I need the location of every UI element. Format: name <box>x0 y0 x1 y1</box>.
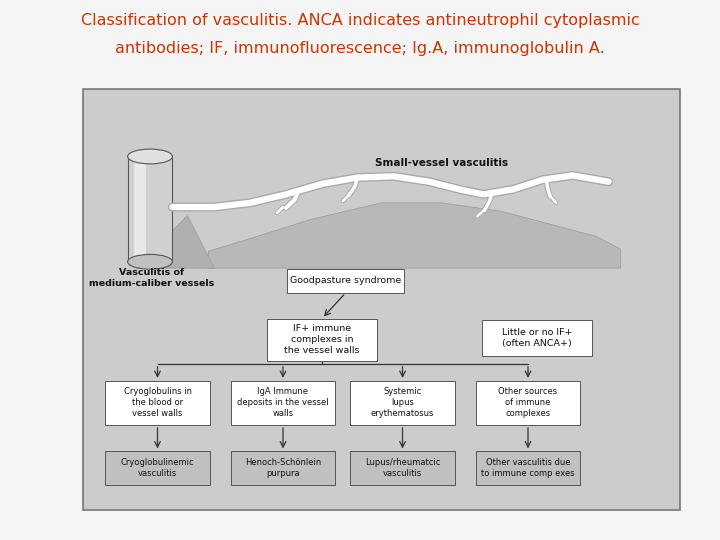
Text: Other vasculitis due
to immune comp exes: Other vasculitis due to immune comp exes <box>481 458 575 478</box>
Bar <box>350 451 455 485</box>
Text: Cryoglobulins in
the blood or
vessel walls: Cryoglobulins in the blood or vessel wal… <box>124 387 192 419</box>
Ellipse shape <box>127 254 172 269</box>
Bar <box>83 89 680 510</box>
Bar <box>135 157 145 262</box>
Bar <box>105 451 210 485</box>
Text: IgA Immune
deposits in the vessel
walls: IgA Immune deposits in the vessel walls <box>237 387 329 419</box>
Bar <box>476 451 580 485</box>
Text: Goodpasture syndrome: Goodpasture syndrome <box>290 276 401 285</box>
Bar <box>287 269 404 293</box>
Text: Lupus/rheumatcic
vasculitis: Lupus/rheumatcic vasculitis <box>365 458 440 478</box>
Bar <box>482 320 593 355</box>
Bar <box>230 451 336 485</box>
Text: Little or no IF+
(often ANCA+): Little or no IF+ (often ANCA+) <box>502 328 572 348</box>
Bar <box>127 157 173 262</box>
Text: Classification of vasculitis. ANCA indicates antineutrophil cytoplasmic: Classification of vasculitis. ANCA indic… <box>81 14 639 29</box>
Bar <box>476 381 580 425</box>
Bar <box>350 381 455 425</box>
Polygon shape <box>137 215 215 268</box>
Text: Henoch-Schönlein
purpura: Henoch-Schönlein purpura <box>245 458 321 478</box>
Text: Cryoglobulinemic
vasculitis: Cryoglobulinemic vasculitis <box>121 458 194 478</box>
Text: Vasculitis of
medium-caliber vessels: Vasculitis of medium-caliber vessels <box>89 268 214 287</box>
Text: Small-vessel vasculitis: Small-vessel vasculitis <box>375 158 508 168</box>
Text: IF+ immune
complexes in
the vessel walls: IF+ immune complexes in the vessel walls <box>284 324 359 355</box>
Bar <box>230 381 336 425</box>
Polygon shape <box>208 203 621 268</box>
Text: antibodies; IF, immunofluorescence; Ig.A, immunoglobulin A.: antibodies; IF, immunofluorescence; Ig.A… <box>115 40 605 56</box>
Bar <box>105 381 210 425</box>
Bar <box>266 319 377 361</box>
Text: Other sources
of immune
complexes: Other sources of immune complexes <box>498 387 557 419</box>
Text: Systemic
lupus
erythematosus: Systemic lupus erythematosus <box>371 387 434 419</box>
Ellipse shape <box>127 149 172 164</box>
